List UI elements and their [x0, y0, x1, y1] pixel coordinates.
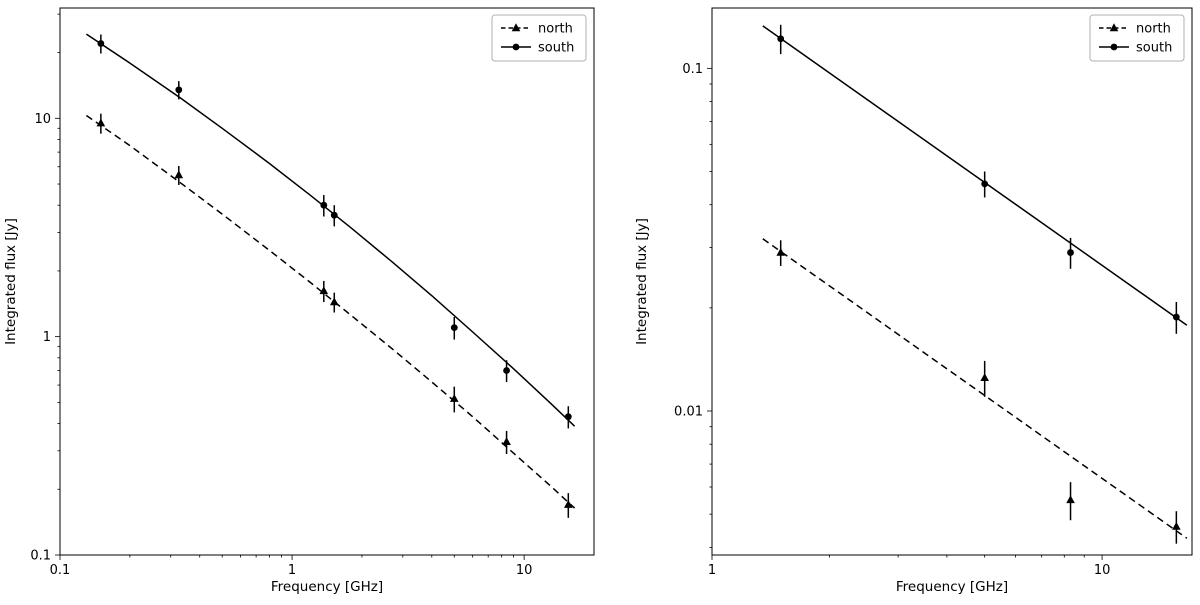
data-point-north [980, 373, 989, 381]
right-chart: 1 10 0.01 0.1 north south Frequency [GHz] Integ… [600, 0, 1200, 601]
legend-label-south: south [538, 41, 574, 56]
data-point-south [450, 324, 458, 332]
left-chart-svg: 0.1 1 10 0.1 1 10 north south Frequency [GHz] Int… [3, 7, 595, 595]
data-point-north [1066, 495, 1075, 504]
data-point-north [96, 118, 106, 127]
legend-label-south: south [1136, 41, 1172, 56]
data-point-south [175, 86, 183, 94]
x-tick-label: 10 [516, 563, 533, 578]
axis-ticks [707, 67, 1103, 560]
data-point-north [502, 437, 511, 445]
data-point-north [319, 286, 329, 295]
data-point-south [1172, 313, 1180, 321]
legend: north south [491, 14, 587, 62]
legend-marker-south [512, 43, 520, 51]
x-axis-label: Frequency [GHz] [896, 579, 1008, 595]
data-point-north [1172, 521, 1181, 530]
data-point-south [97, 40, 105, 47]
data-point-south [320, 201, 328, 209]
y-axis-label: Integrated flux [Jy] [634, 218, 650, 345]
data-point-south [777, 35, 785, 43]
y-tick-label: 0.01 [674, 405, 703, 420]
data-point-south [330, 211, 338, 219]
plot-border [711, 7, 1193, 556]
axis-ticks [55, 13, 525, 560]
legend-label-north: north [538, 22, 573, 37]
legend: north south [1089, 14, 1185, 62]
y-tick-label: 10 [34, 112, 51, 127]
legend-marker-north [511, 23, 521, 32]
y-tick-label: 0.1 [682, 62, 703, 77]
data-point-north [564, 499, 573, 508]
data-point-north [776, 247, 785, 256]
data-point-south [981, 180, 989, 188]
legend-label-north: north [1136, 22, 1171, 37]
x-tick-label: 10 [1094, 563, 1111, 578]
series-line-north [762, 238, 1188, 539]
data-point-south [1067, 249, 1074, 256]
x-tick-label: 1 [708, 563, 716, 578]
y-tick-label: 0.1 [30, 549, 51, 564]
legend-marker-south [1110, 43, 1118, 51]
data-point-north [449, 393, 459, 402]
left-chart: 0.1 1 10 0.1 1 10 north south Frequency [GHz] Int… [0, 0, 600, 601]
y-tick-label: 1 [43, 330, 51, 345]
series-line-south [762, 25, 1188, 326]
legend-marker-north [1109, 23, 1119, 32]
plot-border [59, 7, 595, 556]
x-tick-label: 0.1 [50, 563, 71, 578]
data-point-north [174, 170, 184, 179]
data-point-south [564, 413, 572, 421]
data-point-north [329, 297, 339, 306]
x-tick-label: 1 [288, 563, 296, 578]
series-line-north [85, 114, 576, 509]
data-point-south [503, 367, 510, 374]
right-chart-svg: 1 10 0.01 0.1 north south Frequency [GHz] Integ… [634, 7, 1193, 595]
x-axis-label: Frequency [GHz] [271, 579, 383, 595]
series-line-south [85, 33, 576, 427]
y-axis-label: Integrated flux [Jy] [3, 218, 19, 345]
